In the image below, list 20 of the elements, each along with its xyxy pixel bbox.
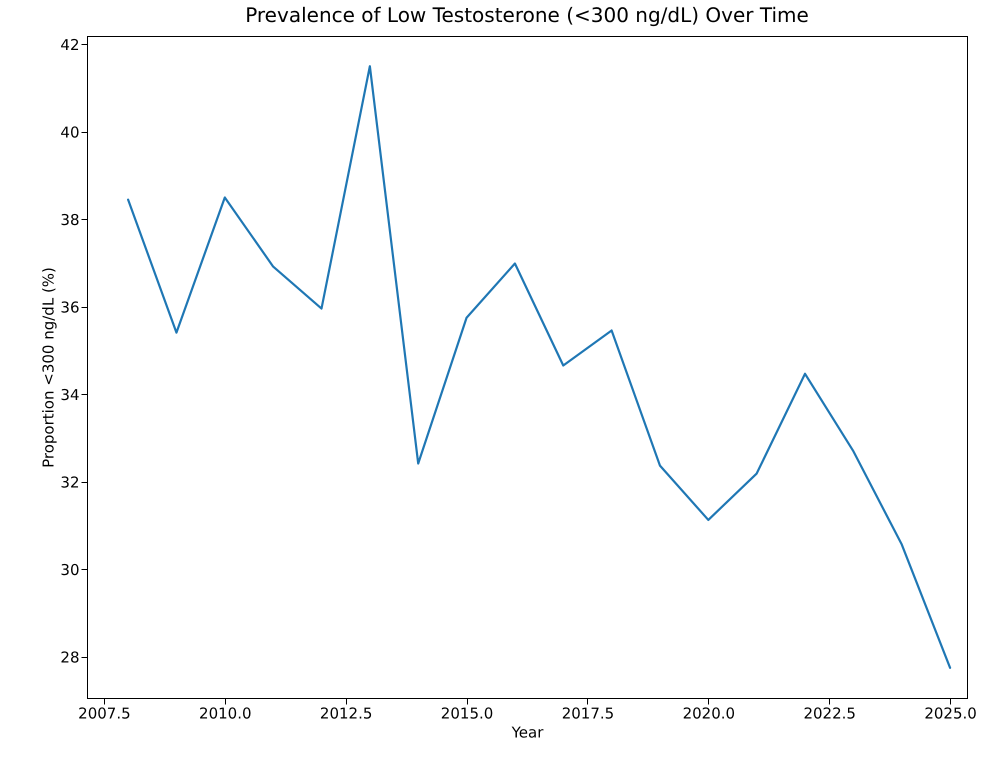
- y-tick-label: 34: [60, 386, 80, 404]
- line-series: [127, 65, 952, 669]
- x-tick-label: 2010.0: [199, 704, 252, 722]
- y-tick-label: 36: [60, 298, 80, 316]
- x-tick-label: 2025.0: [924, 704, 977, 722]
- x-tick-label: 2022.5: [803, 704, 856, 722]
- x-tick-label: 2015.0: [440, 704, 494, 722]
- y-tick-label: 30: [60, 560, 80, 579]
- x-tick-label: 2007.5: [78, 704, 131, 722]
- x-tick-label: 2012.5: [320, 704, 372, 722]
- chart-title: Prevalence of Low Testosterone (<300 ng/dL) Over Time: [245, 3, 809, 27]
- y-tick-label: 32: [60, 473, 80, 492]
- y-tick-label: 40: [60, 123, 80, 142]
- y-tick-label: 28: [60, 648, 80, 666]
- y-axis-title: Proportion <300 ng/dL (%): [39, 267, 58, 468]
- x-tick-label: 2020.0: [682, 704, 736, 722]
- x-tick-label: 2017.5: [562, 704, 614, 722]
- y-tick-label: 38: [60, 210, 80, 229]
- x-axis-title: Year: [510, 724, 544, 742]
- y-tick-label: 42: [60, 36, 80, 54]
